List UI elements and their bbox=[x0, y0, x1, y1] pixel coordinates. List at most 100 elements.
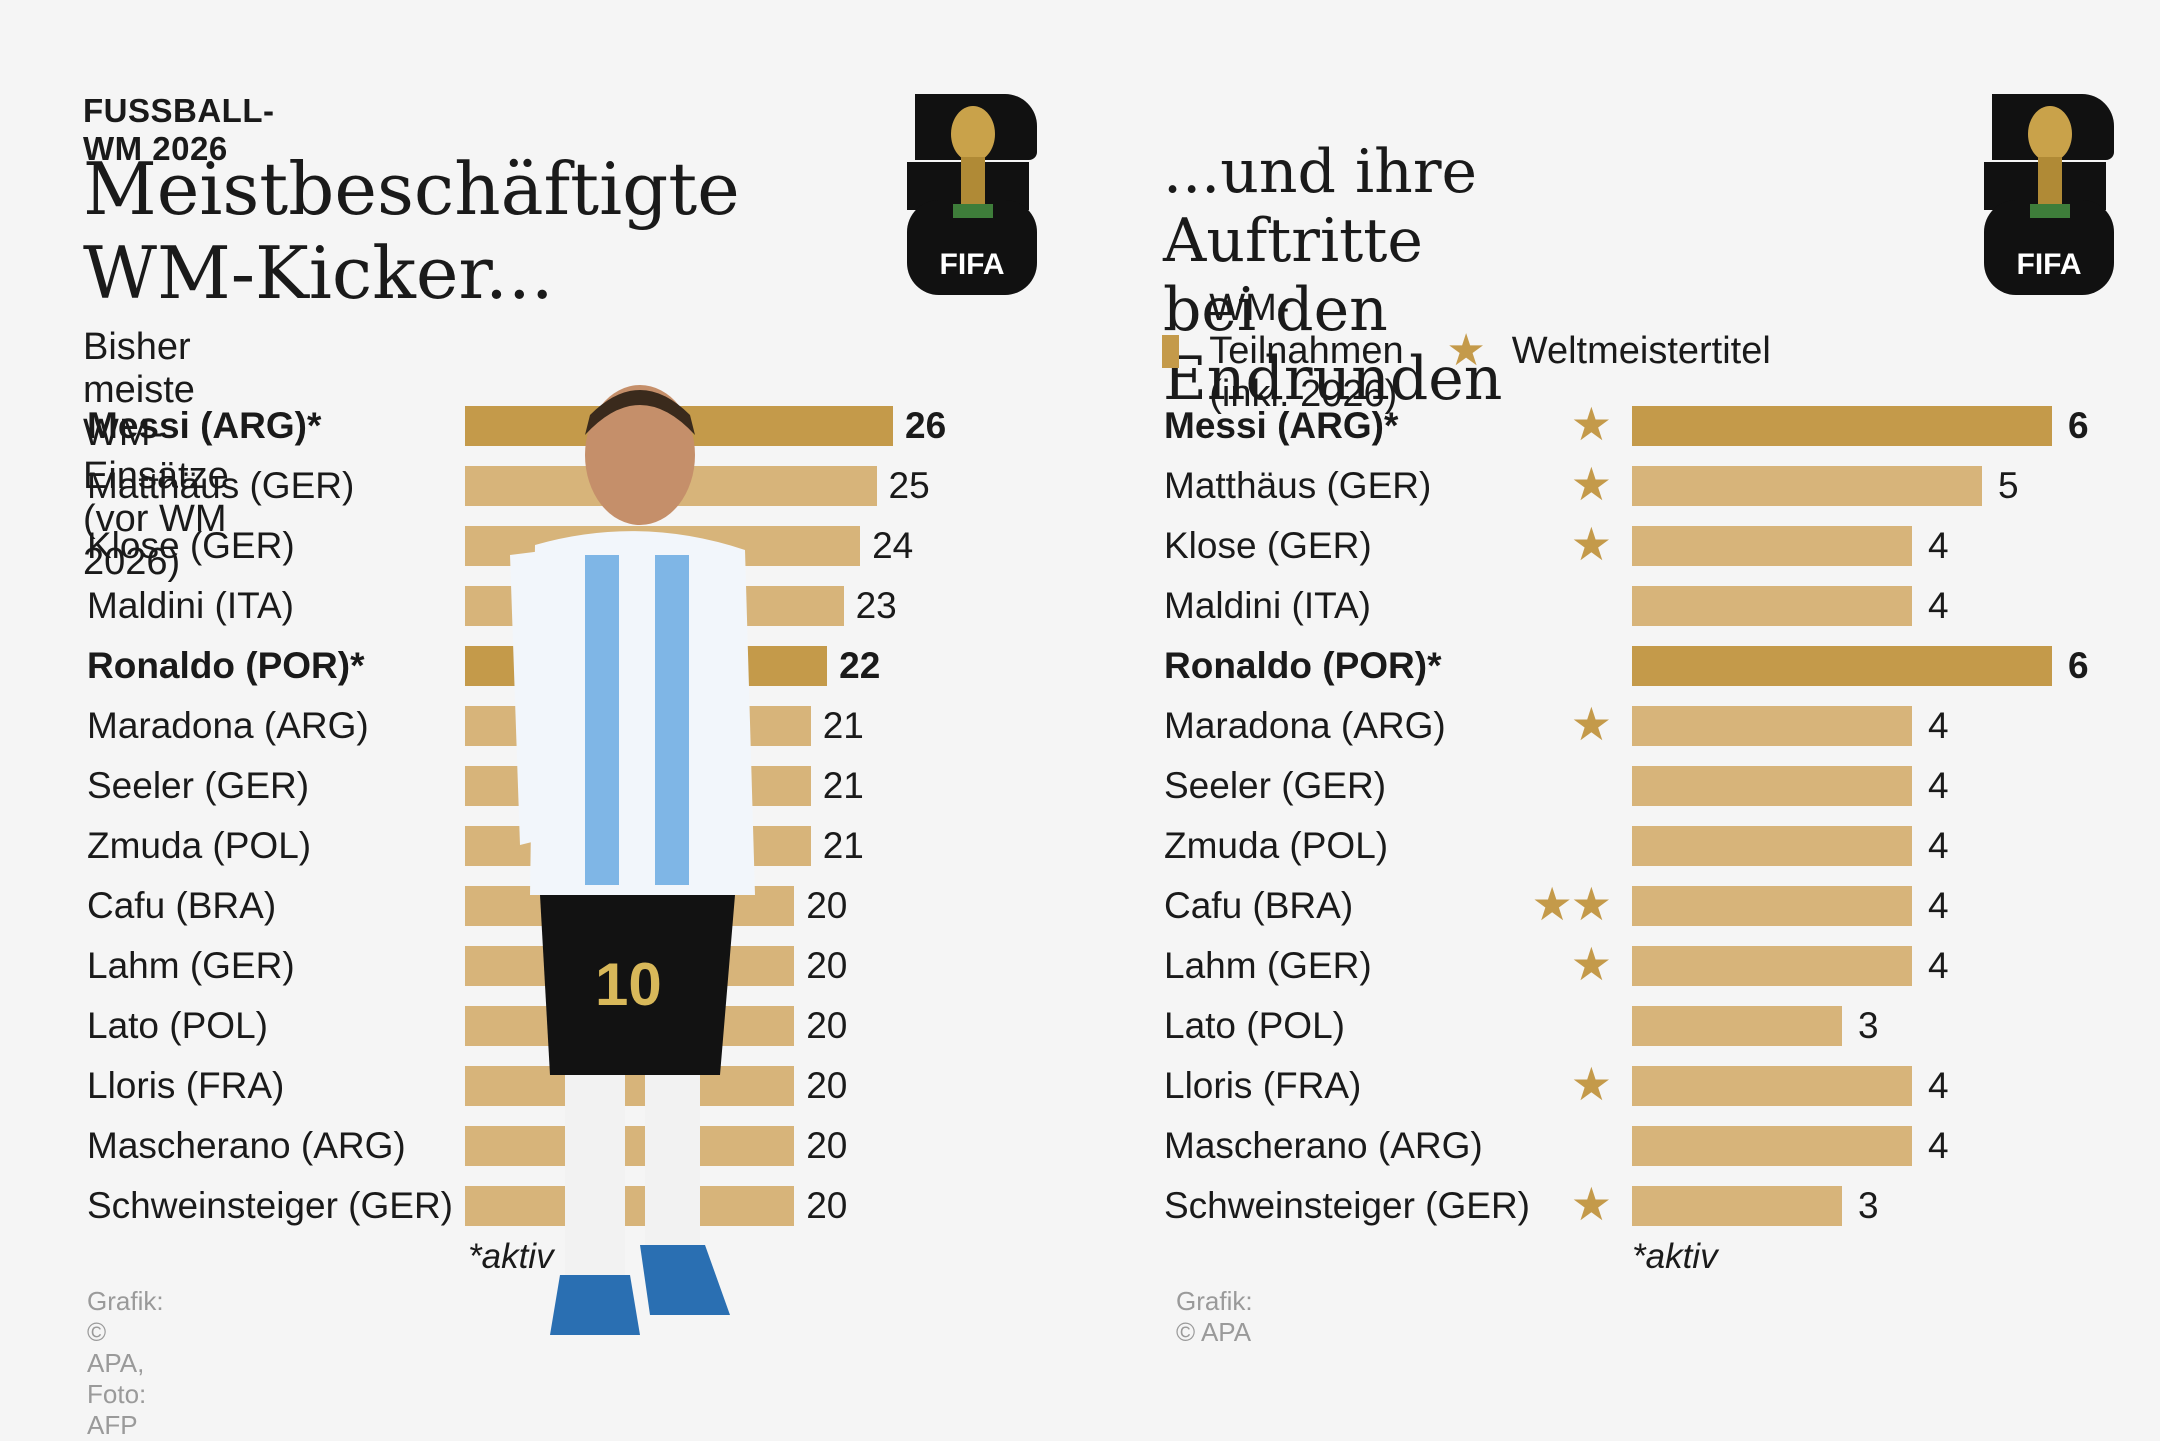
right-bar bbox=[1632, 646, 2052, 686]
right-row-label: Matthäus (GER) bbox=[1164, 465, 1432, 506]
left-value-label: 26 bbox=[905, 405, 947, 446]
right-bar bbox=[1632, 1006, 1842, 1046]
star-icon: ★ bbox=[1446, 326, 1486, 375]
right-row-label: Cafu (BRA) bbox=[1164, 885, 1354, 926]
left-title-line-1: Meistbeschäftigte bbox=[83, 147, 740, 231]
left-row-label: Mascherano (ARG) bbox=[87, 1125, 406, 1166]
right-row-label: Maldini (ITA) bbox=[1164, 585, 1371, 626]
left-row-label: Maldini (ITA) bbox=[87, 585, 294, 626]
legend: WM-Teilnahmen (inkl. 2026) ★ Weltmeister… bbox=[1162, 287, 1771, 415]
right-bar bbox=[1632, 886, 1912, 926]
star-icon: ★ bbox=[1570, 1178, 1612, 1230]
right-bar bbox=[1632, 586, 1912, 626]
right-row-label: Klose (GER) bbox=[1164, 525, 1372, 566]
right-bar bbox=[1632, 706, 1912, 746]
right-value-label: 4 bbox=[1928, 1125, 1949, 1166]
left-note: *aktiv bbox=[468, 1237, 554, 1276]
right-value-label: 3 bbox=[1858, 1005, 1879, 1046]
left-row-label: Schweinsteiger (GER) bbox=[87, 1185, 454, 1226]
right-bar bbox=[1632, 526, 1912, 566]
right-value-label: 6 bbox=[2068, 645, 2089, 686]
star-icon: ★ bbox=[1570, 458, 1612, 510]
left-value-label: 20 bbox=[806, 945, 848, 986]
left-row-label: Messi (ARG)* bbox=[87, 405, 322, 446]
left-value-label: 20 bbox=[806, 885, 848, 926]
fifa-2026-logo: FIFA bbox=[907, 94, 1037, 295]
star-icon: ★ bbox=[1570, 518, 1612, 570]
left-row-label: Matthäus (GER) bbox=[87, 465, 355, 506]
right-bar bbox=[1632, 466, 1982, 506]
right-value-label: 4 bbox=[1928, 765, 1949, 806]
left-title: Meistbeschäftigte WM-Kicker... bbox=[83, 147, 740, 315]
fifa-2026-logo-right: FIFA bbox=[1984, 94, 2114, 295]
right-value-label: 4 bbox=[1928, 585, 1949, 626]
right-row-label: Maradona (ARG) bbox=[1164, 705, 1446, 746]
kicker: FUSSBALL-WM 2026 bbox=[83, 92, 275, 167]
left-value-label: 22 bbox=[839, 645, 881, 686]
right-bar bbox=[1632, 946, 1912, 986]
left-title-line-2: WM-Kicker... bbox=[83, 230, 554, 315]
right-bar bbox=[1632, 1126, 1912, 1166]
left-value-label: 20 bbox=[806, 1125, 848, 1166]
left-value-label: 21 bbox=[822, 705, 864, 746]
left-value-label: 20 bbox=[806, 1065, 848, 1106]
player-photo: 10 bbox=[510, 385, 755, 1335]
right-row-label: Lato (POL) bbox=[1164, 1005, 1345, 1046]
left-row-label: Seeler (GER) bbox=[87, 765, 310, 806]
fifa-logo-text: FIFA bbox=[940, 248, 1005, 281]
right-value-label: 6 bbox=[2068, 405, 2089, 446]
right-value-label: 3 bbox=[1858, 1185, 1879, 1226]
right-row-label: Schweinsteiger (GER) bbox=[1164, 1185, 1531, 1226]
right-bar bbox=[1632, 826, 1912, 866]
right-row-label: Messi (ARG)* bbox=[1164, 405, 1399, 446]
right-row-label: Zmuda (POL) bbox=[1164, 825, 1389, 866]
right-row-label: Seeler (GER) bbox=[1164, 765, 1387, 806]
left-row-label: Lato (POL) bbox=[87, 1005, 268, 1046]
right-value-label: 4 bbox=[1928, 525, 1949, 566]
right-value-label: 4 bbox=[1928, 885, 1949, 926]
right-value-label: 4 bbox=[1928, 945, 1949, 986]
fifa-logo-text-right: FIFA bbox=[2017, 248, 2082, 281]
right-value-label: 4 bbox=[1928, 1065, 1949, 1106]
right-value-label: 4 bbox=[1928, 705, 1949, 746]
right-value-label: 4 bbox=[1928, 825, 1949, 866]
right-value-label: 5 bbox=[1998, 465, 2019, 506]
right-bar bbox=[1632, 766, 1912, 806]
left-value-label: 25 bbox=[888, 465, 930, 506]
left-row-label: Ronaldo (POR)* bbox=[87, 645, 365, 686]
left-bar bbox=[465, 1186, 795, 1226]
left-row-label: Cafu (BRA) bbox=[87, 885, 277, 926]
right-bar bbox=[1632, 1066, 1912, 1106]
left-subtitle: Bisher meiste WM-Einsätze (vor WM 2026) bbox=[83, 326, 229, 583]
right-row-label: Mascherano (ARG) bbox=[1164, 1125, 1483, 1166]
svg-text:10: 10 bbox=[595, 951, 662, 1018]
right-row-label: Lahm (GER) bbox=[1164, 945, 1372, 986]
left-row-label: Lloris (FRA) bbox=[87, 1065, 285, 1106]
left-row-label: Zmuda (POL) bbox=[87, 825, 312, 866]
left-row-label: Lahm (GER) bbox=[87, 945, 295, 986]
left-row-label: Klose (GER) bbox=[87, 525, 295, 566]
right-bar bbox=[1632, 406, 2052, 446]
left-value-label: 23 bbox=[855, 585, 897, 626]
left-value-label: 24 bbox=[872, 525, 914, 566]
left-bar bbox=[465, 1126, 795, 1166]
left-row-label: Maradona (ARG) bbox=[87, 705, 369, 746]
star-icon: ★ bbox=[1570, 398, 1612, 450]
left-source: Grafik: © APA, Foto: AFP bbox=[87, 1286, 164, 1440]
right-source: Grafik: © APA bbox=[1176, 1286, 1253, 1347]
left-value-label: 21 bbox=[822, 765, 864, 806]
left-value-label: 20 bbox=[806, 1005, 848, 1046]
legend-star-label: Weltmeistertitel bbox=[1511, 329, 1771, 372]
right-note: *aktiv bbox=[1632, 1237, 1718, 1276]
legend-bar-label: WM-Teilnahmen (inkl. 2026) bbox=[1209, 286, 1404, 415]
right-title: ...und ihre Auftritte bei den Endrunden bbox=[1163, 138, 1502, 414]
star-icon: ★ bbox=[1570, 1058, 1612, 1110]
right-bar bbox=[1632, 1186, 1842, 1226]
star-icon: ★ bbox=[1570, 698, 1612, 750]
legend-swatch bbox=[1162, 334, 1180, 368]
left-value-label: 20 bbox=[806, 1185, 848, 1226]
right-row-label: Lloris (FRA) bbox=[1164, 1065, 1362, 1106]
right-title-line-1: ...und ihre Auftritte bbox=[1163, 137, 1478, 276]
star-icon: ★★ bbox=[1531, 878, 1612, 930]
right-title-line-2: bei den Endrunden bbox=[1163, 275, 1503, 414]
